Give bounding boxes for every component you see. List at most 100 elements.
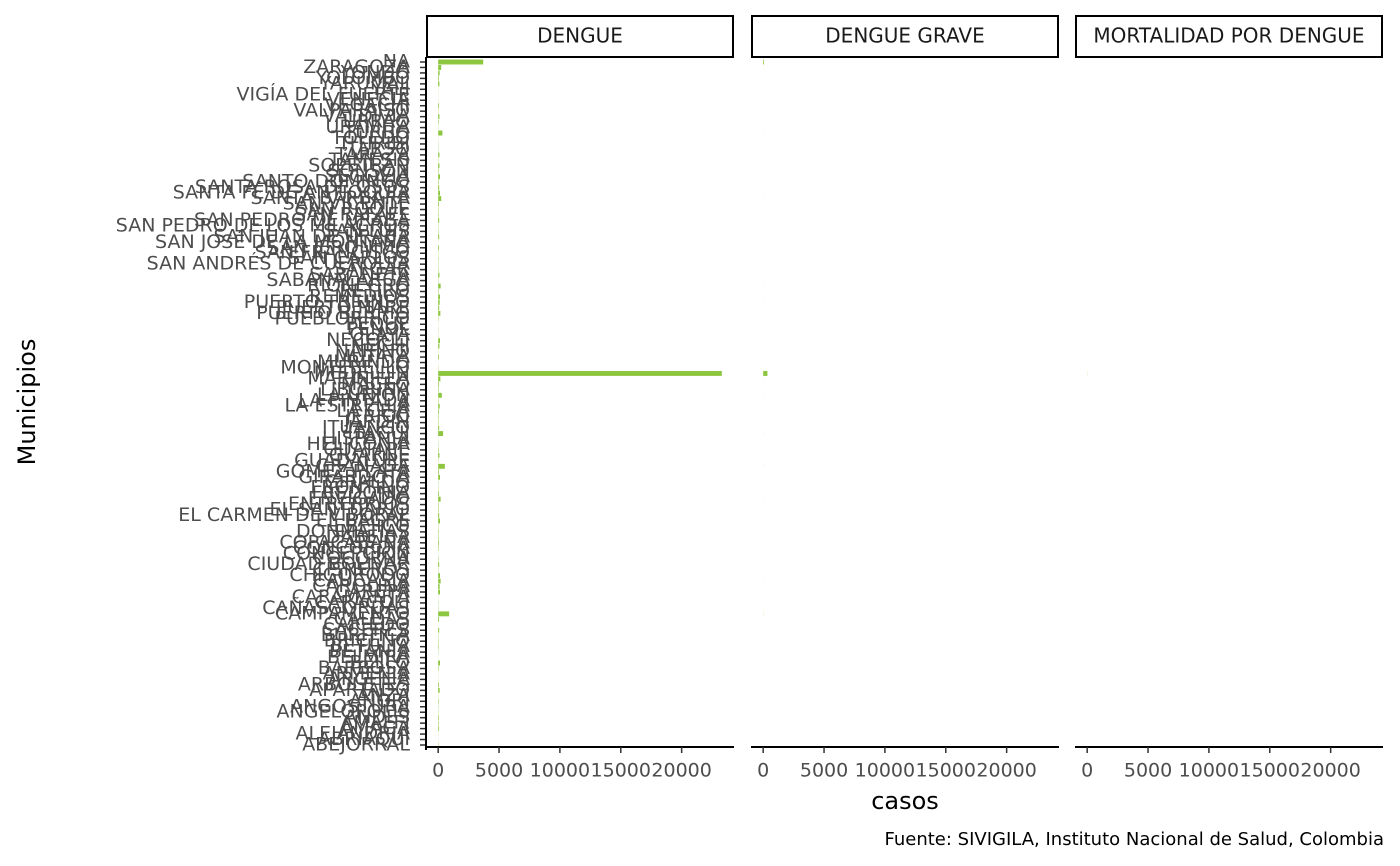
- y-tick-label: COCORNÁ: [313, 547, 410, 570]
- y-tick-label: TÁMESIS: [328, 148, 410, 171]
- y-tick-label: ITUANGO: [322, 417, 410, 439]
- y-tick-label: YOLOMBÓ: [315, 65, 410, 89]
- y-tick-label: VEGACHÍ: [324, 93, 410, 116]
- bar: [438, 81, 440, 87]
- y-tick-label: SAN PEDRO DE LOS MILAGROS: [116, 214, 410, 236]
- y-tick-label: BARBOSA: [318, 657, 410, 679]
- bar: [438, 726, 439, 732]
- y-tick-label: VIGÍA DEL FUERTE: [237, 82, 411, 105]
- bar: [438, 540, 439, 546]
- y-tick-label: CONCORDIA: [293, 537, 410, 559]
- y-tick-label: AMAGÁ: [340, 716, 410, 739]
- caption: Fuente: SIVIGILA, Instituto Nacional de …: [884, 829, 1384, 850]
- y-tick-label: BETANIA: [329, 641, 410, 663]
- y-tick-label: SAN VICENTE: [283, 193, 410, 215]
- y-tick-label: ENTRERRÍOS: [288, 492, 410, 515]
- y-tick-label: SANTA FÉ DE ANTIOQUIA: [173, 181, 410, 204]
- x-axis-title: casos: [871, 787, 939, 815]
- y-tick-label: EL BAGRE: [316, 509, 410, 531]
- y-tick-label: SABANETA: [309, 264, 410, 286]
- x-tick-label: 10000: [1179, 760, 1239, 782]
- y-tick-label: TOLEDO: [330, 127, 410, 149]
- y-tick-label: MARINILLA: [307, 367, 410, 389]
- y-tick-label: PUERTO TRIUNFO: [244, 291, 410, 313]
- y-tick-label: HISPANIA: [322, 428, 410, 450]
- y-tick-label: GIRARDOTA: [298, 466, 410, 488]
- y-tick-label: GRANADA: [315, 455, 410, 477]
- y-tick-label: GÓMEZ PLATA: [276, 458, 410, 482]
- y-tick-label: PEÑOL: [347, 317, 411, 340]
- y-tick-label: MUTATÁ: [335, 345, 410, 368]
- y-tick-label: EL CARMEN DE VIBORAL: [178, 504, 410, 526]
- y-tick-label: SONSÓN: [328, 158, 410, 182]
- y-tick-label: AMALFI: [340, 712, 410, 734]
- y-tick-label: SOPETRÁN: [308, 153, 410, 176]
- y-tick-label: VALPARAÍSO: [293, 99, 410, 122]
- bar: [438, 190, 440, 196]
- y-tick-label: SAN PEDRO DE URABÁ: [194, 208, 410, 231]
- y-tick-label: OLAYA: [349, 324, 410, 346]
- bar: [438, 409, 439, 415]
- y-tick-label: BELMIRA: [327, 646, 410, 668]
- y-tick-label: SALGAR: [333, 258, 410, 280]
- x-tick-label: 10000: [855, 760, 915, 782]
- y-tick-label: LA CEJA: [336, 400, 410, 422]
- y-tick-label: GUATAPÉ: [323, 437, 410, 460]
- bar: [438, 496, 441, 502]
- bar: [438, 185, 440, 191]
- y-tick-label: FREDONIA: [311, 482, 410, 504]
- y-tick-label: GIRALDO: [324, 471, 410, 493]
- y-tick-label: TARSO: [346, 138, 410, 160]
- y-tick-label: EBÉJICO: [334, 514, 410, 537]
- x-tick-label: 0: [1081, 760, 1093, 782]
- bar: [438, 425, 440, 431]
- y-tick-label: SAN JOSÉ DE LA MONTAÑA: [155, 230, 410, 253]
- y-tick-label: YARUMAL: [319, 72, 411, 94]
- bar: [438, 392, 442, 398]
- x-tick-label: 5000: [475, 760, 523, 782]
- x-tick-label: 10000: [530, 760, 590, 782]
- bar: [438, 469, 439, 475]
- y-tick-label: CAUCASIA: [313, 570, 410, 592]
- bar: [763, 59, 764, 65]
- y-tick-label: MONTEBELLO: [280, 356, 410, 378]
- bar: [438, 513, 440, 518]
- y-tick-label: VALDIVIA: [323, 105, 410, 127]
- y-tick-label: RETIRO: [339, 280, 410, 302]
- bar: [438, 338, 440, 344]
- y-tick-label: YALÍ: [370, 77, 411, 100]
- y-tick-label: COPACABANA: [279, 531, 410, 553]
- bar: [438, 299, 440, 305]
- bar: [438, 452, 440, 458]
- bar: [438, 305, 440, 311]
- y-tick-label: TITIRIBÍ: [337, 131, 410, 154]
- bar: [438, 283, 441, 289]
- y-tick-label: URRAO: [343, 111, 410, 133]
- y-tick-label: ANGOSTURA: [290, 695, 410, 717]
- facet-strip: [426, 15, 734, 58]
- y-tick-label: ANGELÓPOLIS: [277, 699, 410, 723]
- bar: [438, 75, 439, 81]
- x-tick-label: 15000: [916, 760, 976, 782]
- facet-strip: [751, 15, 1059, 58]
- bar: [438, 70, 440, 76]
- bar: [438, 163, 440, 169]
- y-tick-label: PUEBLORRICO: [275, 307, 411, 329]
- x-tick-label: 15000: [1240, 760, 1300, 782]
- y-tick-label: ENVIGADO: [308, 488, 410, 510]
- x-tick-label: 15000: [591, 760, 651, 782]
- y-tick-label: ABEJORRAL: [302, 734, 410, 756]
- y-tick-label: ARMENIA: [323, 662, 410, 684]
- y-tick-label: SABANALARGA: [266, 269, 410, 291]
- y-tick-label: ANZÁ: [357, 683, 410, 706]
- y-tick-label: JERICÓ: [344, 404, 410, 428]
- y-tick-label: MEDELLÍN: [314, 361, 410, 384]
- bar: [438, 272, 440, 278]
- bar: [438, 354, 439, 360]
- y-tick-label: CONCEPCIÓN: [283, 540, 410, 564]
- facet-label: DENGUE GRAVE: [825, 24, 984, 48]
- bar: [438, 573, 440, 579]
- bar: [438, 431, 444, 437]
- y-tick-label: CALDAS: [334, 608, 410, 630]
- y-tick-label: LA UNIÓN: [317, 382, 410, 406]
